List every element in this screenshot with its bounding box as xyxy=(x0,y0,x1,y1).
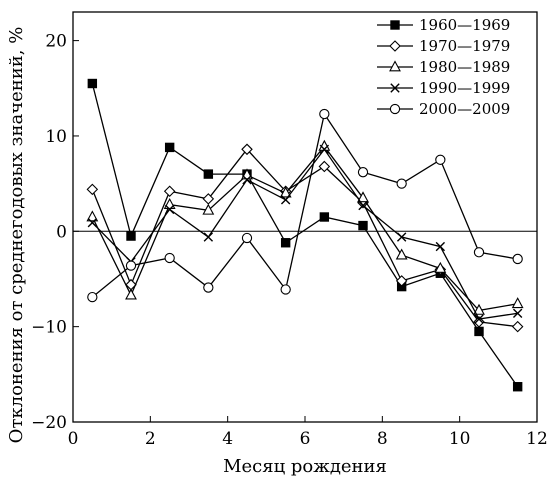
data-point xyxy=(318,160,331,173)
series-line xyxy=(91,112,518,298)
series-3 xyxy=(86,139,524,315)
data-point xyxy=(163,185,176,198)
legend-marker xyxy=(390,20,400,30)
series-5 xyxy=(87,108,523,303)
data-point xyxy=(473,316,485,328)
data-point xyxy=(203,169,214,179)
series-1 xyxy=(87,78,523,392)
legend-label: 1980—1989 xyxy=(419,58,510,76)
data-point xyxy=(474,314,484,324)
data-point xyxy=(87,218,98,228)
x-tick-label: 0 xyxy=(68,429,79,449)
data-point xyxy=(357,191,369,203)
y-axis-label: Отклонения от среднегодовых значений, % xyxy=(6,27,27,444)
data-point xyxy=(202,203,215,215)
data-point xyxy=(87,78,98,89)
legend-label: 2000—2009 xyxy=(419,100,510,118)
legend-marker xyxy=(389,103,401,115)
ticks: 0 2 4 6 8 10 12 −20 −10 0 10 20 xyxy=(31,32,548,449)
data-point xyxy=(241,232,253,244)
legend: 1960—1969 1970—1979 1980—1989 1990—1999 2000… xyxy=(377,16,510,118)
data-point xyxy=(395,275,408,287)
data-point xyxy=(164,252,175,264)
data-point xyxy=(396,178,407,189)
data-point xyxy=(435,241,446,252)
data-point xyxy=(512,253,523,265)
data-point xyxy=(242,175,252,185)
data-point xyxy=(280,284,291,295)
legend-marker xyxy=(389,60,401,72)
data-point xyxy=(280,238,291,248)
data-point xyxy=(319,144,330,154)
y-tick-label: −10 xyxy=(31,318,67,338)
series-group xyxy=(86,78,524,392)
series-line xyxy=(91,148,518,320)
legend-marker xyxy=(389,40,401,52)
data-point xyxy=(474,326,484,337)
data-point xyxy=(511,320,524,333)
x-axis-label: Месяц рождения xyxy=(223,456,387,477)
data-point xyxy=(86,183,99,196)
data-point xyxy=(358,220,368,231)
legend-item: 1960—1969 xyxy=(377,16,510,34)
data-point xyxy=(358,200,368,211)
series-line xyxy=(91,148,518,328)
x-tick-label: 2 xyxy=(145,429,156,449)
legend-item: 1990—1999 xyxy=(377,79,510,97)
legend-item: 1980—1989 xyxy=(377,58,510,76)
data-point xyxy=(511,297,524,309)
legend-item: 1970—1979 xyxy=(377,37,510,55)
data-point xyxy=(241,143,253,156)
data-point xyxy=(512,308,523,318)
data-point xyxy=(434,261,447,273)
data-point xyxy=(87,291,98,303)
legend-label: 1970—1979 xyxy=(419,37,510,55)
y-tick-label: 0 xyxy=(56,222,67,242)
x-tick-label: 10 xyxy=(449,429,471,449)
legend-item: 2000—2009 xyxy=(377,100,510,118)
data-point xyxy=(435,154,446,165)
data-point xyxy=(203,232,214,242)
data-point xyxy=(319,108,330,120)
x-tick-label: 6 xyxy=(300,429,311,449)
data-point xyxy=(203,282,214,293)
data-point xyxy=(126,231,136,241)
x-tick-label: 12 xyxy=(526,429,548,449)
y-tick-label: −20 xyxy=(31,413,67,433)
legend-marker xyxy=(390,83,400,93)
data-point xyxy=(164,142,175,153)
data-point xyxy=(473,247,485,258)
series-4 xyxy=(87,144,523,324)
x-tick-label: 4 xyxy=(222,429,233,449)
data-point xyxy=(473,303,485,315)
x-tick-label: 8 xyxy=(377,429,388,449)
data-point xyxy=(125,260,137,271)
data-point xyxy=(395,248,408,260)
y-tick-label: 10 xyxy=(45,127,67,147)
data-point xyxy=(512,382,523,392)
data-point xyxy=(396,232,407,242)
y-tick-label: 20 xyxy=(45,32,67,52)
data-point xyxy=(279,186,292,198)
data-point xyxy=(357,167,369,178)
data-point xyxy=(164,204,175,215)
series-line xyxy=(91,83,519,388)
series-line xyxy=(91,145,518,312)
data-point xyxy=(319,212,330,222)
data-point xyxy=(280,195,291,205)
series-2 xyxy=(86,143,524,333)
legend-label: 1960—1969 xyxy=(419,16,510,34)
legend-label: 1990—1999 xyxy=(419,79,510,97)
data-point xyxy=(86,210,99,222)
data-point xyxy=(125,288,137,300)
